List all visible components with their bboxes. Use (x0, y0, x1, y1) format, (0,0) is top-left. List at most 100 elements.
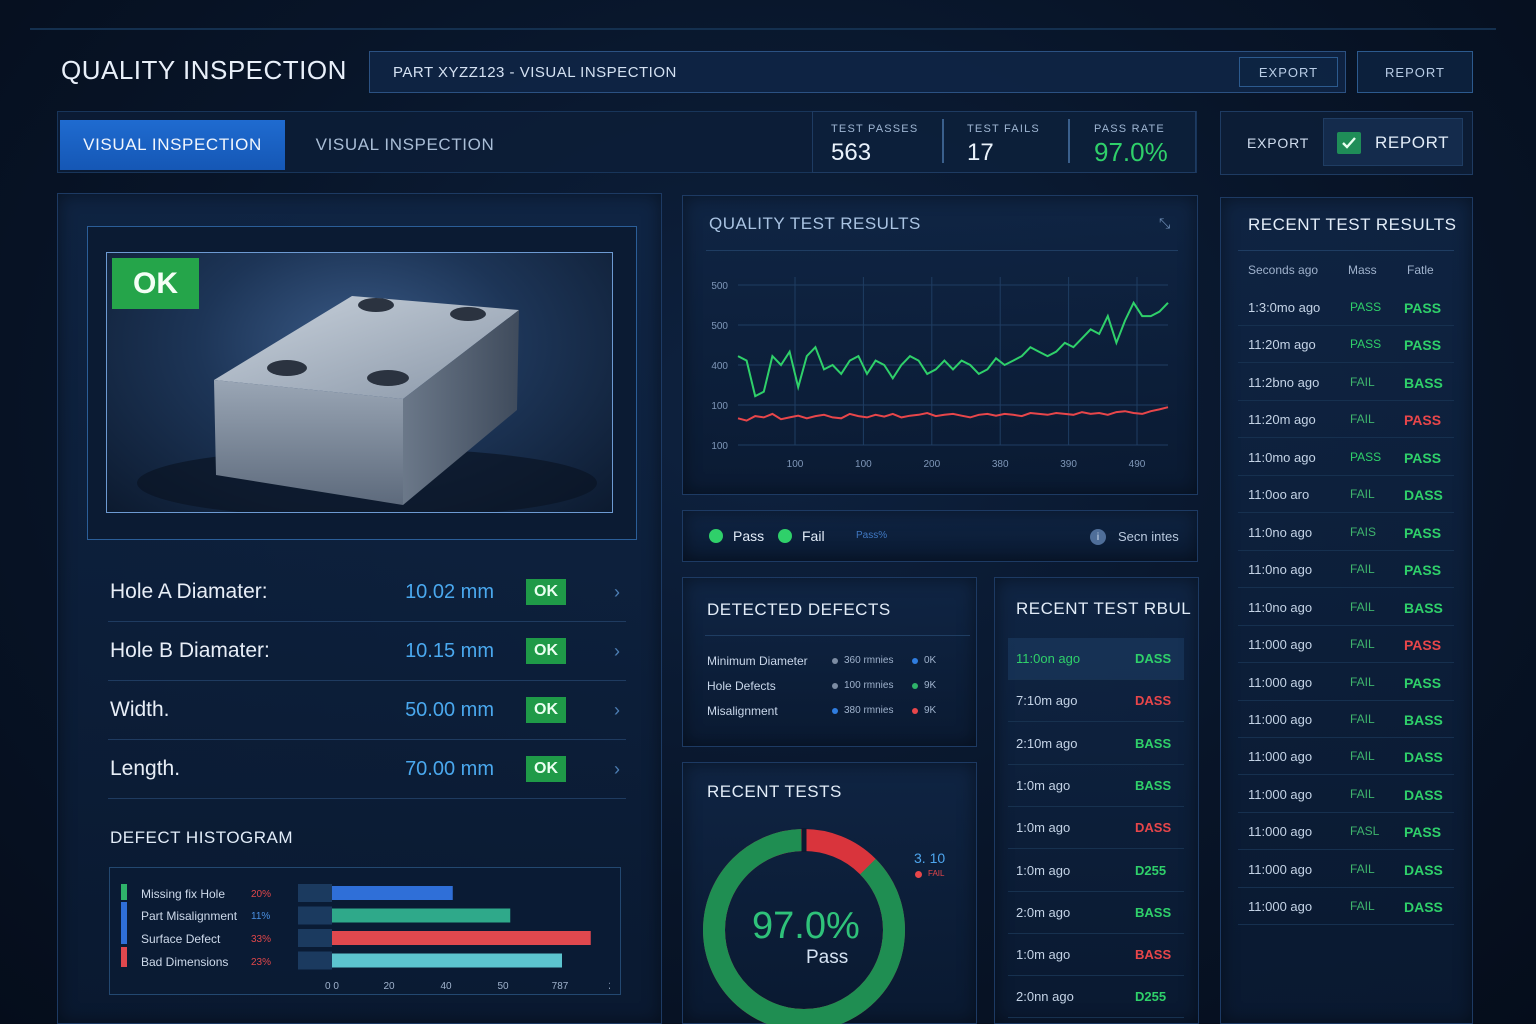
histogram-label: Surface Defect (141, 932, 221, 946)
chevron-right-icon[interactable]: › (614, 699, 620, 720)
col-header-mass: Mass (1348, 263, 1377, 277)
status-dot-icon (912, 683, 918, 689)
tab-visual-inspection-active[interactable]: VISUAL INSPECTION (60, 120, 285, 170)
measurement-value: 10.15 mm (405, 639, 494, 662)
test-fails-label: TEST FAILS (967, 123, 1040, 135)
histogram-legend-bar (121, 884, 127, 900)
list-item[interactable]: 2:0nn ago D255 (1008, 976, 1184, 1019)
measurement-row[interactable]: Hole A Diamater: 10.02 mm OK › (108, 563, 626, 622)
defect-label: Misalignment (707, 704, 778, 718)
recent-results-title: RECENT TEST RESULTS (1248, 215, 1457, 234)
measurement-value: 10.02 mm (405, 580, 494, 603)
table-row[interactable]: 11:000 ago FAIL DASS (1238, 888, 1454, 926)
list-item[interactable]: 1:0m ago D255 (1008, 850, 1184, 892)
tab-visual-inspection[interactable]: VISUAL INSPECTION (300, 120, 510, 170)
table-row[interactable]: 11:000 ago FASL PASS (1238, 813, 1454, 851)
chart-legend-bar (682, 510, 1198, 562)
list-item[interactable]: 7:10m ago DASS (1008, 680, 1184, 723)
histogram-tick: 40 (440, 981, 452, 992)
histogram-bar (332, 953, 562, 968)
row-time: 11:20m ago (1248, 337, 1316, 353)
row-mass: FAIS (1350, 524, 1377, 539)
table-row[interactable]: 11:000 ago FAIL BASS (1238, 701, 1454, 738)
part-label: PART XYZZ123 - VISUAL INSPECTION (393, 64, 677, 81)
status-dot-icon (832, 658, 838, 664)
fail-dot-icon (778, 529, 792, 543)
table-row[interactable]: 11:000 ago FAIL DASS (1238, 851, 1454, 888)
list-item[interactable]: 11:0on ago DASS (1008, 638, 1184, 680)
list-item[interactable]: 2:10m ago BASS (1008, 723, 1184, 765)
histogram-row-bg (298, 884, 332, 902)
row-time: 7:10m ago (1016, 693, 1078, 709)
table-row[interactable]: 11:2bno ago FAIL BASS (1238, 364, 1454, 401)
col-header-fatle: Fatle (1407, 263, 1434, 277)
row-result: PASS (1404, 674, 1442, 691)
top-frame (30, 28, 1496, 30)
histogram-pct: 23% (251, 957, 272, 968)
table-row[interactable]: 11:20m ago PASS PASS (1238, 326, 1454, 364)
histogram-pct: 33% (251, 934, 272, 945)
measurement-row[interactable]: Width. 50.00 mm OK › (108, 681, 626, 740)
histogram-label: Part Misalignment (141, 909, 238, 923)
series-line-fail (737, 406, 1169, 422)
row-result: DASS (1404, 899, 1443, 916)
table-row[interactable]: 11:0oo aro FAIL DASS (1238, 476, 1454, 514)
table-row[interactable]: 11:0mo ago PASS PASS (1238, 439, 1454, 476)
row-result: DASS (1135, 693, 1172, 709)
series-line-pass (737, 300, 1169, 398)
table-row[interactable]: 11:20m ago FAIL PASS (1238, 401, 1454, 439)
pass-rate-donut (703, 828, 905, 1024)
row-result: DASS (1135, 820, 1172, 836)
measurement-ok-badge: OK (526, 756, 566, 782)
ok-status-badge: OK (112, 258, 199, 309)
checkbox-check-icon[interactable] (1337, 132, 1361, 154)
defect-meta: 380 rmnies (844, 705, 894, 716)
defect-label: Minimum Diameter (707, 654, 808, 668)
row-result: BASS (1404, 711, 1443, 728)
row-mass: FAIL (1350, 786, 1375, 801)
y-tick-label: 400 (711, 361, 728, 372)
test-fails-value: 17 (967, 139, 994, 166)
recent-test-list-title: RECENT TEST RBUL (1016, 599, 1192, 618)
histogram-label: Bad Dimensions (141, 955, 229, 969)
test-passes-label: TEST PASSES (831, 123, 919, 135)
stat-divider (942, 119, 944, 163)
measurement-row[interactable]: Hole B Diamater: 10.15 mm OK › (108, 622, 626, 681)
y-tick-label: 500 (711, 321, 728, 332)
table-row[interactable]: 11:000 ago FAIL DASS (1238, 776, 1454, 813)
chevron-right-icon[interactable]: › (614, 581, 620, 602)
list-item[interactable]: 1:0m ago BASS (1008, 765, 1184, 807)
row-time: 11:000 ago (1248, 824, 1313, 840)
chevron-right-icon[interactable]: › (614, 640, 620, 661)
pass-rate-value: 97.0% (1094, 137, 1168, 167)
list-item[interactable]: 1:0m ago DASS (1008, 807, 1184, 850)
table-row[interactable]: 11:000 ago FAIL PASS (1238, 626, 1454, 664)
histogram-tick: 0 0 (325, 981, 339, 992)
expand-icon[interactable]: ⤡ (1159, 215, 1171, 231)
status-dot-icon (832, 683, 838, 689)
row-mass: FAIL (1350, 562, 1375, 577)
table-row[interactable]: 11:000 ago FAIL DASS (1238, 738, 1454, 776)
chart-title: QUALITY TEST RESULTS (709, 214, 921, 233)
list-item[interactable]: 2:0m ago BASS (1008, 892, 1184, 934)
info-icon[interactable]: i (1090, 529, 1106, 545)
table-row[interactable]: 11:0no ago FAIS PASS (1238, 514, 1454, 551)
chevron-right-icon[interactable]: › (614, 758, 620, 779)
table-row[interactable]: 1:3:0mo ago PASS PASS (1238, 289, 1454, 326)
list-item[interactable]: 1:0m ago BASS (1008, 934, 1184, 977)
measurement-row[interactable]: Length. 70.00 mm OK › (108, 740, 626, 799)
recent-test-results-panel (1220, 197, 1473, 1024)
measurement-ok-badge: OK (526, 638, 566, 664)
donut-callout-value: 3. 10 (914, 850, 946, 866)
action-export-button[interactable]: EXPORT (1247, 135, 1310, 151)
action-report-button[interactable]: REPORT (1323, 118, 1463, 166)
table-row[interactable]: 11:000 ago FAIL PASS (1238, 664, 1454, 701)
row-result: DASS (1404, 487, 1443, 504)
header-report-button[interactable]: REPORT (1357, 51, 1473, 93)
measurement-ok-badge: OK (526, 697, 566, 723)
table-row[interactable]: 11:0no ago FAIL BASS (1238, 589, 1454, 626)
header-export-button[interactable]: EXPORT (1239, 57, 1338, 87)
row-time: 2:10m ago (1016, 735, 1078, 751)
measurement-ok-badge: OK (526, 579, 566, 605)
table-row[interactable]: 11:0no ago FAIL PASS (1238, 551, 1454, 589)
